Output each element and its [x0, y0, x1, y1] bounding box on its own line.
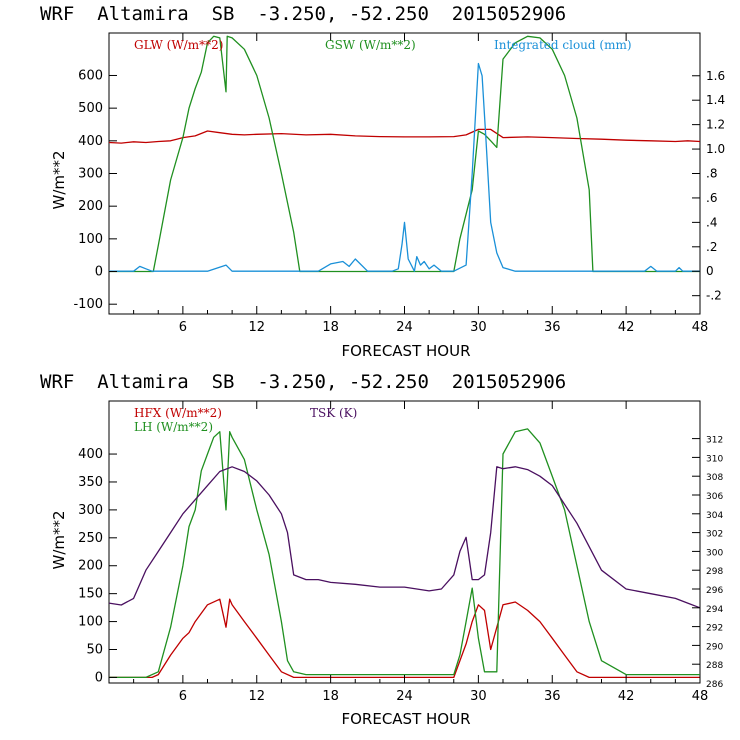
- panel1-x-tick-label: 18: [322, 320, 339, 335]
- panel2-x-tick-label: 6: [179, 689, 187, 704]
- panel1-y2-tick-label: 1.6: [706, 69, 725, 83]
- panel2-y-tick-label: 50: [86, 642, 103, 657]
- panel2-y-tick-label: 200: [78, 559, 103, 574]
- panel2-series-hfx-line: [109, 598, 700, 679]
- legend-tsk: TSK (K): [310, 406, 357, 420]
- panel1-y2-tick-label: 1.0: [706, 142, 725, 156]
- panel1-y2-tick-label: -.2: [706, 289, 722, 303]
- panel1-y-tick-label: 500: [78, 101, 103, 116]
- panel1-x-tick-label: 12: [248, 320, 265, 335]
- panel2-title: WRF Altamira SB -3.250, -52.250 20150529…: [40, 371, 566, 393]
- panel1-x-tick-label: 36: [544, 320, 561, 335]
- panel1-y-tick-label: 600: [78, 68, 103, 83]
- panel2-y-tick-label: 150: [78, 587, 103, 602]
- panel2-x-tick-label: 18: [322, 689, 339, 704]
- panel2-y2-tick-label: 306: [706, 492, 723, 502]
- panel2-y2-tick-label: 288: [706, 661, 723, 671]
- panel1-y-tick-label: -100: [73, 297, 103, 312]
- panel2-x-axis-label: FORECAST HOUR: [341, 710, 470, 728]
- panel2-series-lh-line: [109, 428, 700, 679]
- legend-integrated-cloud: Integrated cloud (mm): [494, 38, 632, 52]
- panel1-y-tick-label: 200: [78, 199, 103, 214]
- legend-gsw: GSW (W/m**2): [325, 38, 416, 52]
- panel1-y2-tick-label: 1.2: [706, 118, 725, 132]
- panel2-y2-tick-label: 294: [706, 605, 723, 615]
- panel1-x-tick-label: 30: [470, 320, 487, 335]
- panel1-y-tick-label: 300: [78, 167, 103, 182]
- panel1-y-tick-label: 0: [95, 265, 103, 280]
- panel1-series-gsw-line: [109, 35, 700, 273]
- panel1-y-tick-label: 100: [78, 232, 103, 247]
- panel2-y2-tick-label: 292: [706, 624, 723, 634]
- panel1-title: WRF Altamira SB -3.250, -52.250 20150529…: [40, 3, 566, 25]
- panel-fluxes: WRF Altamira SB -3.250, -52.250 20150529…: [40, 371, 723, 728]
- panel2-y2-tick-label: 298: [706, 567, 723, 577]
- panel2-x-tick-label: 30: [470, 689, 487, 704]
- panel2-y-tick-label: 250: [78, 531, 103, 546]
- legend-lh: LH (W/m**2): [134, 420, 213, 434]
- panel-radiation: WRF Altamira SB -3.250, -52.250 20150529…: [40, 3, 725, 360]
- panel2-x-tick-label: 48: [692, 689, 709, 704]
- panel1-y2-tick-label: 0: [706, 264, 714, 278]
- panel2-y-tick-label: 0: [95, 670, 103, 685]
- panel1-x-tick-label: 48: [692, 320, 709, 335]
- panel2-y2-tick-label: 300: [706, 548, 723, 558]
- panel1-y-tick-label: 400: [78, 134, 103, 149]
- panel1-series-glw-line: [108, 128, 701, 144]
- panel1-y2-tick-label: .2: [706, 240, 717, 254]
- panel1-x-tick-label: 24: [396, 320, 413, 335]
- panel2-y2-tick-label: 302: [706, 530, 723, 540]
- panel1-x-tick-label: 42: [618, 320, 635, 335]
- panel2-y2-tick-label: 308: [706, 473, 723, 483]
- panel2-x-tick-label: 36: [544, 689, 561, 704]
- panel2-y2-tick-label: 304: [706, 511, 723, 521]
- panel1-y2-tick-label: .6: [706, 191, 717, 205]
- panel2-y-tick-label: 350: [78, 475, 103, 490]
- panel2-y2-tick-label: 290: [706, 642, 723, 652]
- panel2-y2-tick-label: 310: [706, 454, 723, 464]
- panel2-x-tick-label: 12: [248, 689, 265, 704]
- panel2-x-tick-label: 42: [618, 689, 635, 704]
- panel1-series-integrated-line: [109, 62, 700, 272]
- legend-glw: GLW (W/m**2): [134, 38, 223, 52]
- legend-hfx: HFX (W/m**2): [134, 406, 222, 420]
- panel1-y2-tick-label: .8: [706, 167, 717, 181]
- panel2-series-tsk-line: [108, 466, 701, 609]
- panel2-y-tick-label: 400: [78, 447, 103, 462]
- panel2-x-tick-label: 24: [396, 689, 413, 704]
- panel2-y2-tick-label: 286: [706, 680, 723, 690]
- panel2-y2-tick-label: 296: [706, 586, 723, 596]
- panel1-y-axis-label: W/m**2: [50, 150, 68, 209]
- panel2-y-axis-label: W/m**2: [50, 510, 68, 569]
- panel1-x-axis-label: FORECAST HOUR: [341, 342, 470, 360]
- panel1-y2-tick-label: .4: [706, 215, 717, 229]
- panel1-y2-tick-label: 1.4: [706, 93, 725, 107]
- panel2-y2-tick-label: 312: [706, 436, 723, 446]
- panel1-x-tick-label: 6: [179, 320, 187, 335]
- panel2-plot-frame: [108, 400, 701, 684]
- panel2-y-tick-label: 300: [78, 503, 103, 518]
- panel2-y-tick-label: 100: [78, 615, 103, 630]
